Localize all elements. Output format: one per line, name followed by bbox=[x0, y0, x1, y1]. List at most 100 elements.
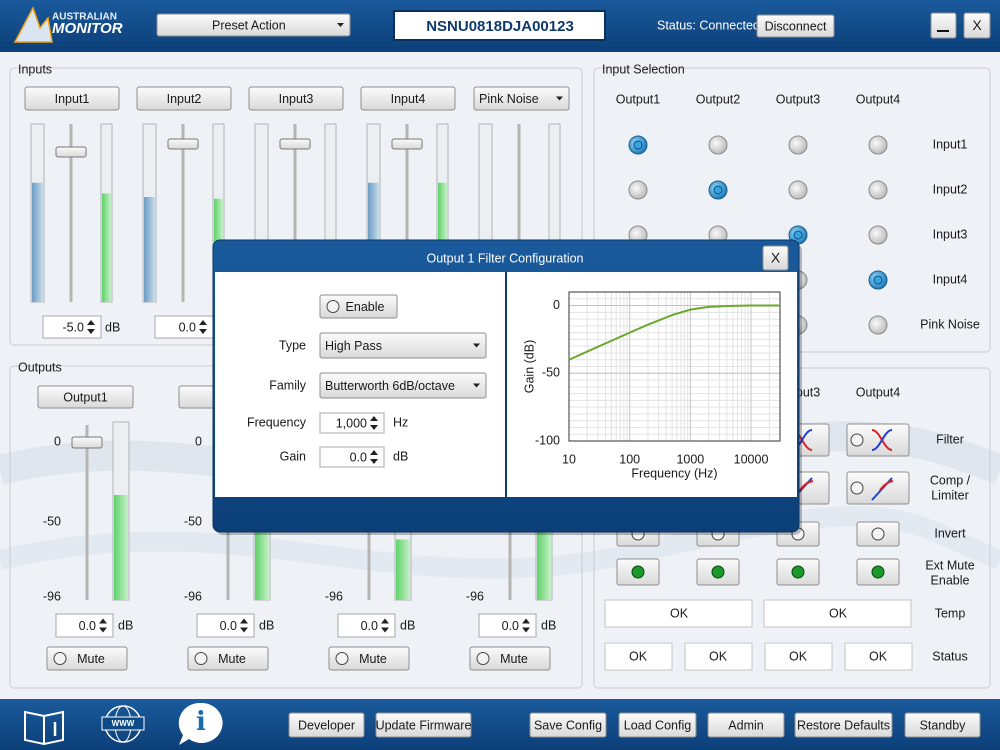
spin-value: 0.0 bbox=[79, 619, 96, 633]
status-box: OK bbox=[844, 642, 913, 671]
preset-dropdown[interactable]: Preset Action bbox=[156, 13, 351, 37]
logo-text: AUSTRALIAN bbox=[52, 12, 117, 23]
spin-arrows bbox=[522, 618, 530, 633]
button-face bbox=[846, 423, 910, 457]
button-face bbox=[963, 12, 991, 39]
group-title: Outputs bbox=[18, 360, 62, 374]
filter-button[interactable] bbox=[846, 423, 910, 457]
input-strip bbox=[30, 123, 113, 303]
button-label: Enable bbox=[346, 300, 385, 314]
field-dropdown[interactable]: Butterworth 6dB/octave bbox=[319, 372, 487, 399]
radio bbox=[868, 180, 888, 200]
input-gain[interactable]: -5.0 bbox=[42, 315, 102, 339]
ext-mute-button[interactable] bbox=[856, 558, 900, 586]
footer-button[interactable]: Load Config bbox=[618, 712, 697, 738]
book-outline bbox=[24, 710, 64, 746]
mute-button[interactable]: Mute bbox=[469, 646, 551, 671]
field-spin[interactable]: 0.0 bbox=[319, 446, 385, 468]
fader-knob[interactable] bbox=[279, 138, 311, 150]
routing-radio[interactable] bbox=[628, 180, 648, 200]
output-gain[interactable]: 0.0 bbox=[478, 613, 537, 638]
field-dropdown[interactable]: High Pass bbox=[319, 332, 487, 359]
button-label: Save Config bbox=[534, 718, 602, 732]
routing-radio[interactable] bbox=[868, 180, 888, 200]
invert-indicator bbox=[871, 527, 885, 541]
radio-dot bbox=[873, 275, 883, 285]
fader-knob[interactable] bbox=[71, 436, 103, 449]
row-label: Filter bbox=[936, 432, 964, 446]
input-button[interactable]: Input3 bbox=[248, 86, 344, 111]
status-text: OK bbox=[789, 649, 808, 663]
fader-knob[interactable] bbox=[55, 146, 87, 158]
field-label: Family bbox=[269, 378, 307, 392]
fader-scale: -96 bbox=[184, 589, 202, 603]
pink-noise-dropdown[interactable]: Pink Noise bbox=[473, 86, 570, 111]
button-face bbox=[24, 86, 120, 111]
radio-dot bbox=[793, 230, 803, 240]
footer-button[interactable]: Standby bbox=[904, 712, 981, 738]
fader-knob[interactable] bbox=[391, 138, 423, 150]
output-gain[interactable]: 0.0 bbox=[55, 613, 114, 638]
footer-button[interactable]: Admin bbox=[707, 712, 785, 738]
output-gain[interactable]: 0.0 bbox=[337, 613, 396, 638]
mute-button[interactable]: Mute bbox=[328, 646, 410, 671]
field-unit: Hz bbox=[393, 415, 408, 429]
routing-radio[interactable] bbox=[708, 135, 728, 155]
column-label: Output3 bbox=[776, 92, 821, 106]
input-button[interactable]: Input1 bbox=[24, 86, 120, 111]
invert-button[interactable] bbox=[856, 521, 900, 547]
input-gain[interactable]: 0.0 bbox=[154, 315, 214, 339]
info-icon[interactable]: i bbox=[178, 702, 223, 745]
spin-box bbox=[55, 613, 114, 638]
radio bbox=[868, 315, 888, 335]
routing-radio[interactable] bbox=[788, 180, 808, 200]
status-frame bbox=[764, 642, 833, 671]
fader-scale: 0 bbox=[54, 434, 61, 448]
row-label: Enable bbox=[931, 573, 970, 587]
routing-radio[interactable] bbox=[628, 135, 648, 155]
ext-mute-button[interactable] bbox=[696, 558, 740, 586]
disconnect-button[interactable]: Disconnect bbox=[756, 14, 835, 38]
output-gain[interactable]: 0.0 bbox=[196, 613, 255, 638]
button-face bbox=[375, 712, 472, 738]
fader-scale: -50 bbox=[184, 514, 202, 528]
manual-icon[interactable] bbox=[24, 710, 64, 746]
enable-button[interactable]: Enable bbox=[319, 294, 398, 319]
footer-button[interactable]: Save Config bbox=[529, 712, 607, 738]
output-meter bbox=[396, 539, 410, 600]
column-label: Output4 bbox=[856, 92, 901, 106]
close-button[interactable]: X bbox=[963, 12, 991, 39]
radio-dot bbox=[713, 185, 723, 195]
output-button[interactable]: Output1 bbox=[37, 385, 134, 409]
mute-button[interactable]: Mute bbox=[46, 646, 128, 671]
minimize-button[interactable] bbox=[930, 12, 957, 39]
fader-knob[interactable] bbox=[167, 138, 199, 150]
status-frame bbox=[684, 642, 753, 671]
footer-button[interactable]: Developer bbox=[288, 712, 365, 738]
routing-radio[interactable] bbox=[788, 135, 808, 155]
output-meter bbox=[537, 528, 551, 600]
mute-button[interactable]: Mute bbox=[187, 646, 269, 671]
input-button[interactable]: Input4 bbox=[360, 86, 456, 111]
footer-button[interactable]: Update Firmware bbox=[375, 712, 472, 738]
footer-button[interactable]: Restore Defaults bbox=[794, 712, 893, 738]
routing-radio[interactable] bbox=[868, 135, 888, 155]
button-label: Input3 bbox=[279, 92, 314, 106]
column-label: Output2 bbox=[696, 92, 741, 106]
button-label: Load Config bbox=[624, 718, 691, 732]
ext-mute-button[interactable] bbox=[616, 558, 660, 586]
ext-mute-button[interactable] bbox=[776, 558, 820, 586]
field-spin[interactable]: 1,000 bbox=[319, 412, 385, 434]
routing-radio[interactable] bbox=[868, 225, 888, 245]
button-label: Mute bbox=[359, 652, 387, 666]
routing-radio[interactable] bbox=[868, 270, 888, 290]
routing-radio[interactable] bbox=[708, 180, 728, 200]
input-button[interactable]: Input2 bbox=[136, 86, 232, 111]
fader-scale: -96 bbox=[466, 589, 484, 603]
comp-limiter-button[interactable] bbox=[846, 471, 910, 505]
dialog-close-button[interactable]: X bbox=[762, 245, 789, 271]
web-icon[interactable]: WWW bbox=[101, 705, 145, 743]
routing-radio[interactable] bbox=[868, 315, 888, 335]
spin-value: -5.0 bbox=[62, 320, 84, 334]
field-label: Gain bbox=[280, 449, 306, 463]
